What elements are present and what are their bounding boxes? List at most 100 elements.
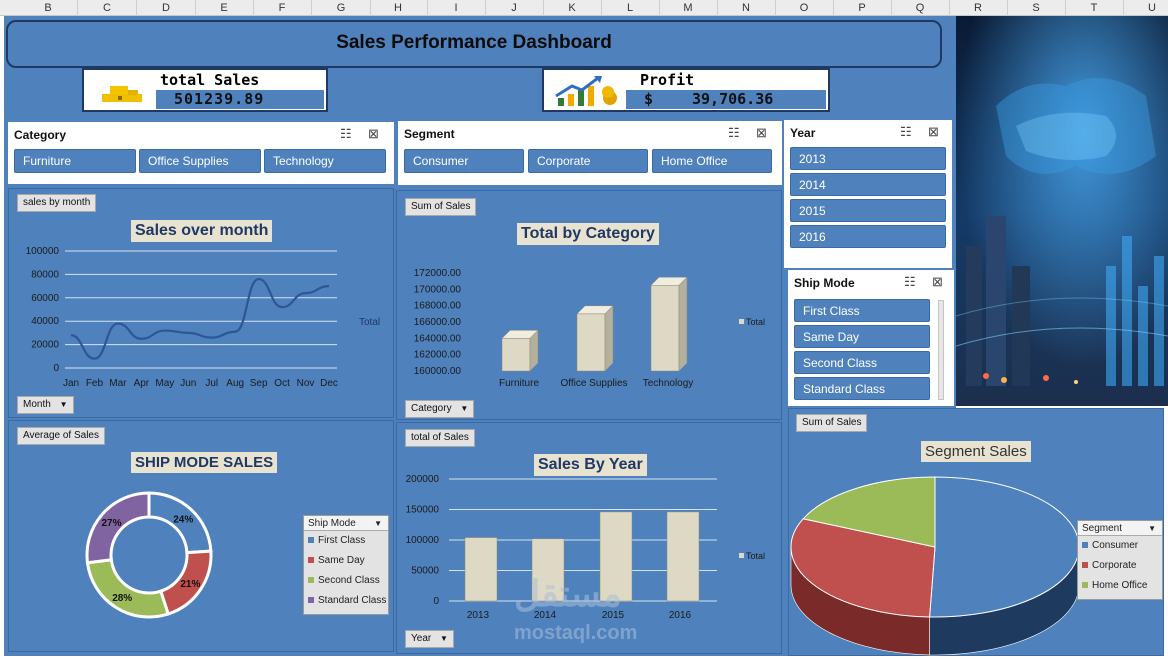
x-tick-label: Nov: [297, 378, 315, 389]
column-header-p[interactable]: P: [858, 2, 866, 14]
x-tick-label: 2016: [669, 610, 692, 621]
slicer-item-furniture[interactable]: Furniture: [14, 149, 136, 173]
legend-item-same-day: Same Day: [304, 551, 388, 571]
field-button-sales-by-month[interactable]: sales by month: [17, 194, 97, 212]
y-tick-label: 172000.00: [414, 268, 462, 279]
slicer-item-same-day[interactable]: Same Day: [794, 325, 930, 348]
clear-filter-icon[interactable]: ⊠: [932, 274, 943, 289]
column-header-c[interactable]: C: [103, 2, 111, 14]
column-header-l[interactable]: L: [626, 2, 634, 14]
y-tick-label: 160000.00: [414, 366, 462, 377]
legend-swatch: [1082, 542, 1088, 549]
slicer-item-corporate[interactable]: Corporate: [528, 149, 648, 173]
x-tick-label: Sep: [250, 378, 268, 389]
slicer-item-technology[interactable]: Technology: [264, 149, 386, 173]
column-header-b[interactable]: B: [44, 2, 52, 14]
multi-select-icon[interactable]: ☷: [340, 126, 352, 141]
slicer-item-first-class[interactable]: First Class: [794, 299, 930, 322]
column-header-t[interactable]: T: [1090, 2, 1098, 14]
donut-data-label: 21%: [180, 579, 200, 590]
column-header-h[interactable]: H: [394, 2, 402, 14]
legend-swatch: [1082, 582, 1088, 589]
x-tick-label: Aug: [226, 378, 244, 389]
x-tick-label: 2015: [602, 610, 625, 621]
field-button-sum-of-sales[interactable]: Sum of Sales: [405, 198, 477, 216]
column-header-f[interactable]: F: [278, 2, 286, 14]
bar-2016: [666, 511, 700, 602]
x-tick-label: Dec: [320, 378, 338, 389]
legend-swatch: [308, 557, 314, 564]
legend-segment-header[interactable]: Segment ▼: [1078, 521, 1162, 536]
slicer-item-standard-class[interactable]: Standard Class: [794, 377, 930, 400]
slicer-item-2013[interactable]: 2013: [790, 147, 946, 170]
slicer-item-home-office[interactable]: Home Office: [652, 149, 772, 173]
clear-filter-icon[interactable]: ⊠: [756, 125, 767, 140]
x-tick-label: 2013: [467, 610, 490, 621]
slicer-item-second-class[interactable]: Second Class: [794, 351, 930, 374]
dropdown-arrow-icon: ▼: [374, 519, 382, 528]
column-header-o[interactable]: O: [799, 2, 809, 14]
column-header-q[interactable]: Q: [915, 2, 925, 14]
clear-filter-icon[interactable]: ⊠: [928, 124, 939, 139]
slicer-item-2015[interactable]: 2015: [790, 199, 946, 222]
clear-filter-icon[interactable]: ⊠: [368, 126, 379, 141]
column-separator: [253, 0, 254, 16]
column-separator: [195, 0, 196, 16]
donut-chart-svg: 24% 21% 28% 27%: [85, 491, 213, 619]
slicer-ship-mode: Ship Mode ☷ ⊠ First Class Same Day Secon…: [788, 270, 954, 406]
x-tick-label: Technology: [643, 378, 694, 389]
y-tick-label: 100000: [26, 246, 60, 257]
coins-icon: [88, 74, 154, 108]
legend-label: Consumer: [1092, 540, 1139, 551]
donut-data-label: 24%: [173, 515, 193, 526]
bar-2015: [599, 511, 633, 602]
column-header-r[interactable]: R: [974, 2, 982, 14]
dashboard-title: Sales Performance Dashboard: [6, 20, 942, 68]
kpi-total-sales: total Sales 501239.89: [82, 68, 328, 112]
legend-label: Standard Class: [318, 595, 387, 606]
column-header-u[interactable]: U: [1148, 2, 1156, 14]
slicer-scrollbar[interactable]: [938, 300, 944, 400]
axis-button-month[interactable]: Month ▼: [17, 396, 74, 414]
legend-ship-mode-header[interactable]: Ship Mode ▼: [304, 516, 388, 531]
column-header-d[interactable]: D: [162, 2, 170, 14]
column-header-j[interactable]: J: [511, 2, 517, 14]
x-tick-label: 2014: [534, 610, 557, 621]
column-header-i[interactable]: I: [454, 2, 458, 14]
legend-ship-mode-title: Ship Mode: [308, 518, 356, 529]
column-header-s[interactable]: S: [1032, 2, 1040, 14]
x-tick-label: Jul: [205, 378, 218, 389]
x-tick-label: Jan: [63, 378, 79, 389]
field-button-total-of-sales[interactable]: total of Sales: [405, 429, 475, 447]
y-tick-label: 100000: [406, 535, 440, 546]
y-tick-label: 0: [433, 596, 439, 607]
column-header-m[interactable]: M: [683, 2, 693, 14]
slicer-item-2016[interactable]: 2016: [790, 225, 946, 248]
decorative-city-image: [956, 16, 1168, 406]
column-header-k[interactable]: K: [568, 2, 576, 14]
column-header-g[interactable]: G: [336, 2, 346, 14]
field-button-sum-of-sales-segment[interactable]: Sum of Sales: [796, 414, 868, 432]
axis-button-category[interactable]: Category ▼: [405, 400, 475, 418]
column-header-e[interactable]: E: [220, 2, 228, 14]
multi-select-icon[interactable]: ☷: [900, 124, 912, 139]
legend-ship-mode-items: First Class Same Day Second Class Standard …: [304, 531, 388, 611]
multi-select-icon[interactable]: ☷: [904, 274, 916, 289]
slicer-item-office-supplies[interactable]: Office Supplies: [139, 149, 261, 173]
field-button-average-of-sales[interactable]: Average of Sales: [17, 427, 105, 445]
legend-segment-title: Segment: [1082, 523, 1123, 534]
legend-item-corporate: Corporate: [1078, 556, 1162, 576]
axis-button-year[interactable]: Year ▼: [405, 630, 454, 648]
column-header-n[interactable]: N: [742, 2, 750, 14]
legend-label: Home Office: [1092, 580, 1148, 591]
y-tick-label: 200000: [406, 474, 440, 485]
y-tick-label: 164000.00: [414, 333, 462, 344]
multi-select-icon[interactable]: ☷: [728, 125, 740, 140]
slicer-item-2014[interactable]: 2014: [790, 173, 946, 196]
bar-furniture: [501, 329, 539, 372]
column-header-strip: B C D E F G H I J K L M N O P Q R S T U: [0, 0, 1168, 16]
legend-total: Total: [746, 317, 765, 327]
donut-slice-standard-class: [85, 491, 151, 565]
slicer-item-consumer[interactable]: Consumer: [404, 149, 524, 173]
chart-title-segment-sales: Segment Sales: [921, 441, 1031, 462]
